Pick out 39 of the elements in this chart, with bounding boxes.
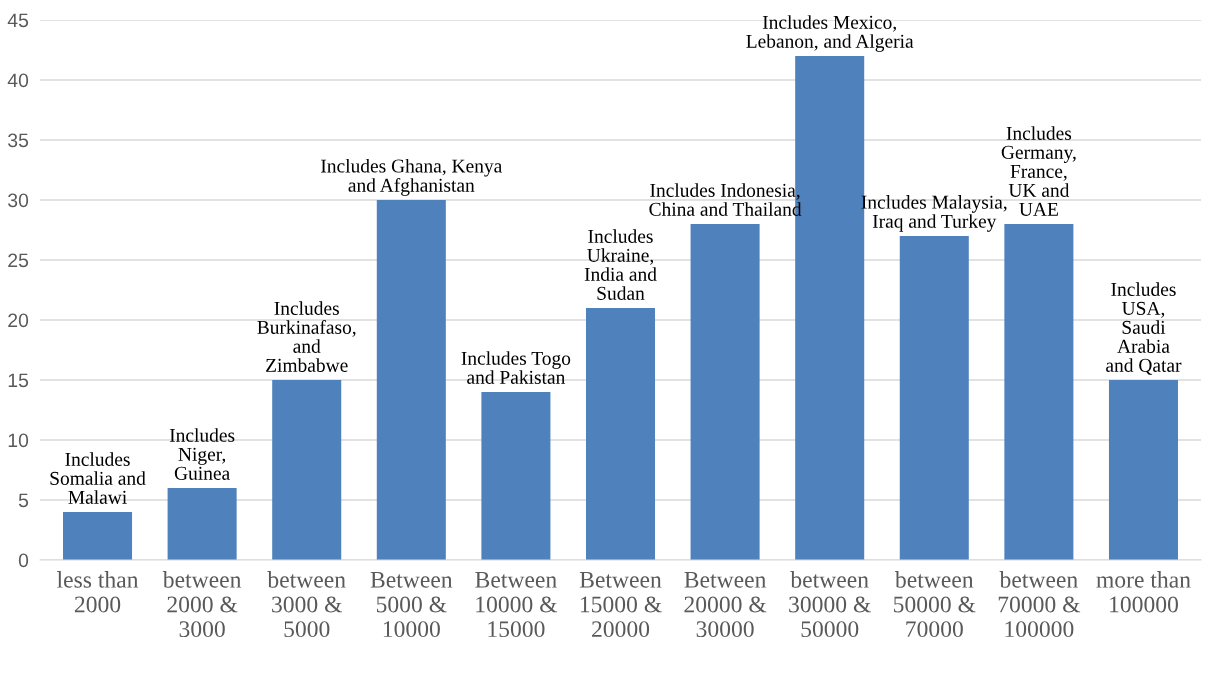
bar <box>690 224 760 560</box>
annotation: Includes Burkinafaso, and Zimbabwe <box>257 301 356 372</box>
bar <box>376 200 446 560</box>
x-tick-label: less than 2000 <box>57 571 139 613</box>
bar <box>272 380 342 560</box>
y-tick-label: 15 <box>8 373 29 388</box>
y-tick-label: 20 <box>8 313 29 328</box>
annotation: Includes Togo and Pakistan <box>461 351 571 384</box>
bar <box>1108 380 1178 560</box>
bar <box>481 392 551 560</box>
bar <box>899 236 969 560</box>
bar <box>585 308 656 560</box>
x-tick-label: between 30000 & 50000 <box>789 571 871 638</box>
annotation: Includes Niger, Guinea <box>169 428 235 480</box>
annotation: Includes USA, Saudi Arabia and Qatar <box>1106 282 1182 375</box>
bar <box>63 512 133 560</box>
y-tick-label: 45 <box>7 13 29 28</box>
y-tick-label: 35 <box>8 133 29 148</box>
x-tick-label: Between 15000 & 20000 <box>579 572 662 638</box>
annotation: Includes Somalia and Malawi <box>50 452 146 504</box>
y-tick-label: 40 <box>7 73 29 88</box>
x-tick-label: Between 10000 & 15000 <box>475 572 558 638</box>
x-tick-label: more than 100000 <box>1096 571 1191 613</box>
bar <box>1004 224 1074 560</box>
annotation: Includes Ukraine, India and Sudan <box>584 229 657 300</box>
x-tick-label: Between 5000 & 10000 <box>370 572 453 638</box>
annotation: Includes Mexico, Lebanon, and Algeria <box>746 15 914 52</box>
y-tick-label: 10 <box>8 433 29 448</box>
y-tick-label: 25 <box>8 253 29 268</box>
y-tick-label: 0 <box>18 553 29 568</box>
annotation: Includes Ghana, Kenya and Afghanistan <box>321 158 503 196</box>
y-tick-label: 5 <box>18 493 29 508</box>
x-tick-label: between 3000 & 5000 <box>267 571 346 638</box>
x-tick-label: between 2000 & 3000 <box>162 571 242 638</box>
bar <box>167 488 237 560</box>
x-tick-label: Between 20000 & 30000 <box>684 572 767 638</box>
y-tick-label: 30 <box>8 193 29 208</box>
x-tick-label: between 70000 & 100000 <box>998 571 1081 638</box>
x-tick-label: between 50000 & 70000 <box>894 571 976 638</box>
